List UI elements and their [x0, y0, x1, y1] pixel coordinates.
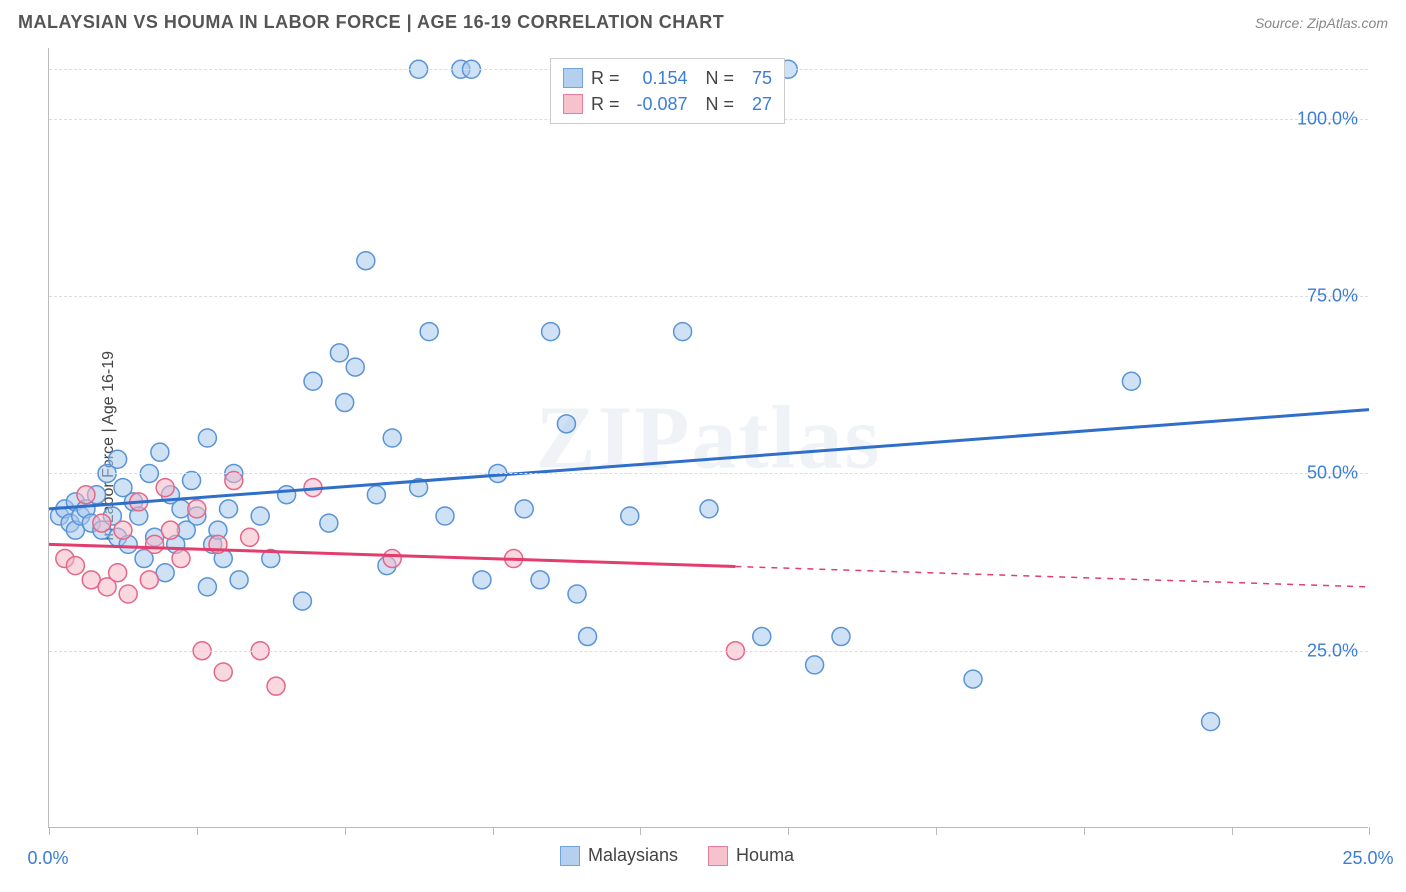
stats-r-label: R =	[591, 91, 620, 117]
stats-r-value: 0.154	[628, 65, 688, 91]
x-tick-label: 25.0%	[1342, 848, 1393, 869]
legend-label: Houma	[736, 845, 794, 866]
data-point	[151, 443, 169, 461]
data-point	[964, 670, 982, 688]
data-point	[473, 571, 491, 589]
data-point	[293, 592, 311, 610]
data-point	[531, 571, 549, 589]
data-point	[1122, 372, 1140, 390]
data-point	[557, 415, 575, 433]
x-tick	[1369, 827, 1370, 835]
chart-svg	[49, 48, 1368, 827]
data-point	[278, 486, 296, 504]
chart-container: MALAYSIAN VS HOUMA IN LABOR FORCE | AGE …	[0, 0, 1406, 892]
data-point	[66, 557, 84, 575]
gridline	[49, 296, 1368, 297]
chart-title: MALAYSIAN VS HOUMA IN LABOR FORCE | AGE …	[18, 12, 724, 33]
x-tick	[640, 827, 641, 835]
data-point	[383, 550, 401, 568]
data-point	[198, 429, 216, 447]
stats-n-label: N =	[696, 65, 735, 91]
data-point	[700, 500, 718, 518]
series-swatch	[708, 846, 728, 866]
legend-label: Malaysians	[588, 845, 678, 866]
data-point	[383, 429, 401, 447]
plot-area: ZIPatlas 25.0%50.0%75.0%100.0%	[48, 48, 1368, 828]
series-swatch	[563, 94, 583, 114]
data-point	[568, 585, 586, 603]
stats-r-label: R =	[591, 65, 620, 91]
series-legend: Malaysians Houma	[560, 845, 794, 866]
data-point	[114, 521, 132, 539]
data-point	[109, 564, 127, 582]
y-tick-label: 100.0%	[1297, 108, 1358, 129]
stats-n-label: N =	[696, 91, 735, 117]
x-tick	[1232, 827, 1233, 835]
legend-item: Malaysians	[560, 845, 678, 866]
data-point	[515, 500, 533, 518]
x-tick	[788, 827, 789, 835]
data-point	[251, 507, 269, 525]
data-point	[140, 571, 158, 589]
header: MALAYSIAN VS HOUMA IN LABOR FORCE | AGE …	[18, 12, 1388, 33]
data-point	[330, 344, 348, 362]
legend-item: Houma	[708, 845, 794, 866]
y-tick-label: 50.0%	[1307, 463, 1358, 484]
stats-r-value: -0.087	[628, 91, 688, 117]
data-point	[674, 323, 692, 341]
data-point	[188, 500, 206, 518]
stats-row: R = 0.154 N = 75	[563, 65, 772, 91]
data-point	[621, 507, 639, 525]
stats-n-value: 75	[742, 65, 772, 91]
data-point	[542, 323, 560, 341]
x-tick	[493, 827, 494, 835]
series-swatch	[560, 846, 580, 866]
stats-row: R = -0.087 N = 27	[563, 91, 772, 117]
data-point	[346, 358, 364, 376]
source-attribution: Source: ZipAtlas.com	[1255, 15, 1388, 31]
data-point	[77, 486, 95, 504]
data-point	[119, 585, 137, 603]
data-point	[267, 677, 285, 695]
data-point	[93, 514, 111, 532]
data-point	[146, 535, 164, 553]
stats-legend-box: R = 0.154 N = 75 R = -0.087 N = 27	[550, 58, 785, 124]
data-point	[304, 372, 322, 390]
y-tick-label: 75.0%	[1307, 286, 1358, 307]
data-point	[220, 500, 238, 518]
x-tick	[1084, 827, 1085, 835]
data-point	[357, 252, 375, 270]
data-point	[832, 628, 850, 646]
trend-line-extrapolated	[735, 566, 1369, 586]
stats-n-value: 27	[742, 91, 772, 117]
data-point	[420, 323, 438, 341]
trend-line	[49, 410, 1369, 509]
x-tick	[936, 827, 937, 835]
data-point	[156, 479, 174, 497]
data-point	[161, 521, 179, 539]
data-point	[806, 656, 824, 674]
x-tick	[197, 827, 198, 835]
series-swatch	[563, 68, 583, 88]
data-point	[241, 528, 259, 546]
gridline	[49, 473, 1368, 474]
data-point	[753, 628, 771, 646]
y-tick-label: 25.0%	[1307, 640, 1358, 661]
x-tick	[49, 827, 50, 835]
data-point	[336, 394, 354, 412]
x-tick	[345, 827, 346, 835]
data-point	[1202, 713, 1220, 731]
gridline	[49, 651, 1368, 652]
data-point	[109, 450, 127, 468]
data-point	[172, 550, 190, 568]
data-point	[320, 514, 338, 532]
data-point	[198, 578, 216, 596]
data-point	[367, 486, 385, 504]
x-tick-label: 0.0%	[27, 848, 68, 869]
data-point	[230, 571, 248, 589]
data-point	[436, 507, 454, 525]
data-point	[579, 628, 597, 646]
data-point	[214, 663, 232, 681]
